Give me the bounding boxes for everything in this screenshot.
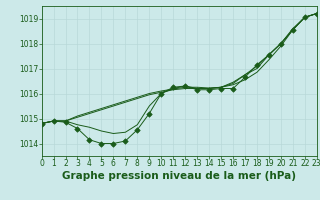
- X-axis label: Graphe pression niveau de la mer (hPa): Graphe pression niveau de la mer (hPa): [62, 171, 296, 181]
